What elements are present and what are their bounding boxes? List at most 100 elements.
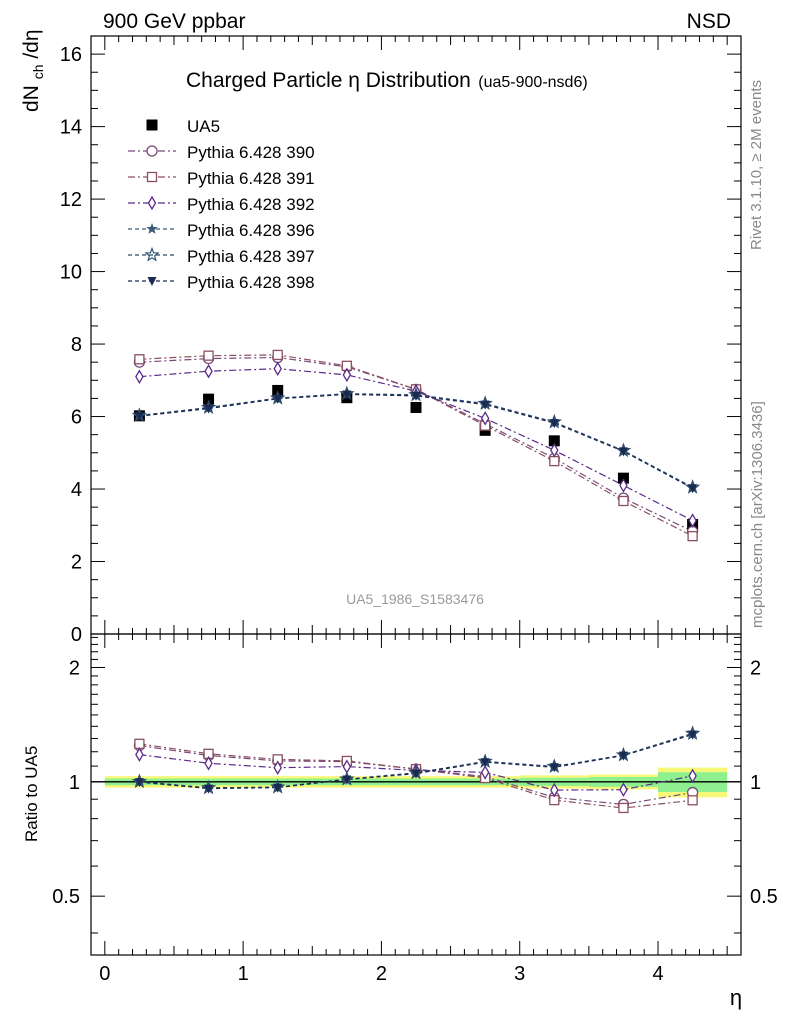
ratio-line-2	[139, 743, 693, 809]
ratio-y-tick-label: 2	[69, 657, 80, 679]
data-point-6-5	[480, 400, 490, 410]
data-point-2-0	[134, 354, 145, 365]
y-tick-label: 16	[60, 44, 82, 66]
y-axis-label-sub: ch	[30, 65, 46, 80]
data-point-2-7	[618, 495, 629, 507]
legend-marker-3	[147, 195, 157, 211]
y-axis-label-main: dN	[20, 85, 43, 112]
data-point-3-0	[135, 369, 144, 384]
y-tick-label: 4	[71, 479, 82, 501]
data-point-3-6	[550, 442, 559, 458]
x-tick-label: 1	[238, 963, 249, 985]
legend-label-3: Pythia 6.428 392	[187, 195, 315, 214]
data-point-6-4	[411, 391, 421, 401]
ratio-point-3-8	[688, 768, 697, 784]
series-lines	[139, 354, 693, 809]
y-tick-label: 12	[60, 189, 82, 211]
legend-label-4: Pythia 6.428 396	[187, 221, 315, 240]
ratio-y-axis-label: Ratio to UA5	[22, 746, 41, 842]
legend-label-5: Pythia 6.428 397	[187, 247, 315, 266]
data-point-3-5	[480, 411, 490, 426]
ratio-point-6-7	[618, 751, 628, 761]
data-point-2-1	[203, 350, 214, 361]
ratio-y-tick-label: 1	[69, 772, 80, 794]
ratio-point-3-0	[135, 747, 144, 762]
x-tick-label: 2	[376, 963, 387, 985]
ratio-point-6-3	[342, 775, 352, 785]
data-point-0-1	[203, 393, 215, 405]
x-tick-label: 0	[99, 963, 110, 985]
legend-marker-0	[146, 119, 158, 131]
header-process: NSD	[687, 10, 731, 33]
ratio-point-6-6	[549, 763, 559, 773]
ratio-y-tick-label-right: 1	[750, 772, 761, 794]
y-axis-label: dN ch /dη	[20, 29, 48, 112]
legend-marker-1	[146, 145, 158, 157]
series-line-5	[139, 393, 693, 488]
ratio-point-6-4	[411, 769, 421, 779]
legend-marker-2	[146, 171, 158, 183]
x-axis-label: η	[730, 985, 742, 1010]
legend-marker-6	[147, 277, 157, 286]
header-energy: 900 GeV ppbar	[103, 10, 245, 33]
data-point-3-3	[342, 367, 352, 383]
mcplots-credit: mcplots.cern.ch [arXiv:1306.3436]	[749, 401, 766, 628]
legend-label-1: Pythia 6.428 390	[187, 143, 315, 162]
data-point-6-8	[688, 484, 698, 494]
series-line-6	[139, 393, 693, 489]
ratio-point-3-1	[204, 756, 213, 771]
y-tick-label: 14	[60, 117, 82, 139]
data-point-3-8	[688, 513, 697, 528]
ratio-line-1	[139, 745, 693, 806]
ratio-line-3	[139, 754, 693, 791]
data-point-6-1	[204, 404, 214, 414]
legend-marker-5	[144, 246, 160, 262]
y-tick-label: 6	[71, 407, 82, 429]
ratio-plot-frame	[90, 633, 742, 956]
ratio-y-tick-label: 0.5	[52, 886, 80, 908]
series-line-3	[139, 368, 693, 522]
ratio-point-6-5	[480, 758, 490, 768]
data-point-6-6	[549, 419, 559, 429]
ratio-point-2-7	[618, 802, 629, 814]
data-point-3-2	[273, 361, 282, 376]
x-tick-label: 4	[652, 963, 663, 985]
data-point-0-6	[548, 435, 560, 447]
chart-title-sub: (ua5-900-nsd6)	[478, 74, 587, 91]
data-point-0-4	[410, 401, 422, 413]
x-tick-label: 3	[514, 963, 525, 985]
ratio-point-2-0	[134, 738, 145, 749]
ratio-line-6	[139, 734, 693, 790]
data-point-2-8	[687, 530, 698, 542]
y-tick-label: 0	[71, 624, 82, 646]
ratio-point-2-8	[687, 795, 698, 806]
chart-title: Charged Particle η Distribution (ua5-900…	[186, 69, 588, 92]
y-tick-label: 2	[71, 552, 82, 574]
y-tick-label: 10	[60, 262, 82, 284]
ratio-point-6-2	[273, 783, 283, 793]
analysis-watermark: UA5_1986_S1583476	[346, 591, 484, 607]
y-axis-label-end: /dη	[20, 29, 43, 58]
chart-title-main: Charged Particle η Distribution	[186, 69, 471, 92]
legend: UA5 Pythia 6.428 390 Pythia 6.428 391 Pythi…	[128, 117, 315, 292]
data-point-6-0	[134, 412, 144, 422]
legend-marker-4	[146, 223, 158, 234]
ratio-point-6-1	[204, 784, 214, 794]
y-tick-label: 8	[71, 334, 82, 356]
ratio-point-6-0	[134, 778, 144, 788]
ratio-y-tick-label-right: 0.5	[750, 886, 778, 908]
ratio-y-tick-label-right: 2	[750, 657, 761, 679]
ratio-line-5	[139, 732, 693, 789]
ratio-point-6-8	[688, 730, 698, 740]
ratio-point-3-7	[619, 782, 628, 797]
data-point-6-3	[342, 390, 352, 400]
rivet-version: Rivet 3.1.10, ≥ 2M events	[748, 80, 765, 250]
series-markers	[131, 349, 701, 814]
data-point-3-1	[204, 363, 213, 379]
data-point-6-7	[618, 447, 628, 457]
data-point-3-7	[619, 478, 628, 493]
legend-label-0: UA5	[187, 117, 220, 136]
legend-label-6: Pythia 6.428 398	[187, 273, 315, 292]
